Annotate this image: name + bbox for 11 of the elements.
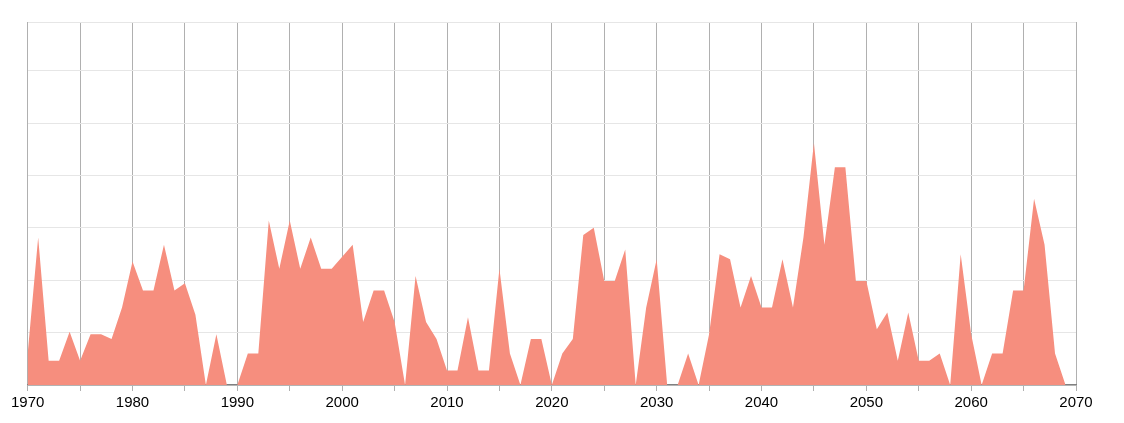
- x-tick-label: 2070: [1059, 393, 1093, 411]
- x-tick-label: 1970: [11, 393, 45, 411]
- x-tick-label: 2040: [744, 393, 779, 411]
- x-tick-label: 2050: [849, 393, 884, 411]
- x-tick-label: 2030: [639, 393, 674, 411]
- x-tick-label: 2000: [325, 393, 359, 411]
- x-tick-label: 2060: [954, 393, 988, 411]
- x-tick-label: 1980: [115, 393, 150, 411]
- x-tick-label: 2020: [535, 393, 569, 411]
- x-tick-label: 2010: [430, 393, 464, 411]
- x-tick-label: 1990: [220, 393, 255, 411]
